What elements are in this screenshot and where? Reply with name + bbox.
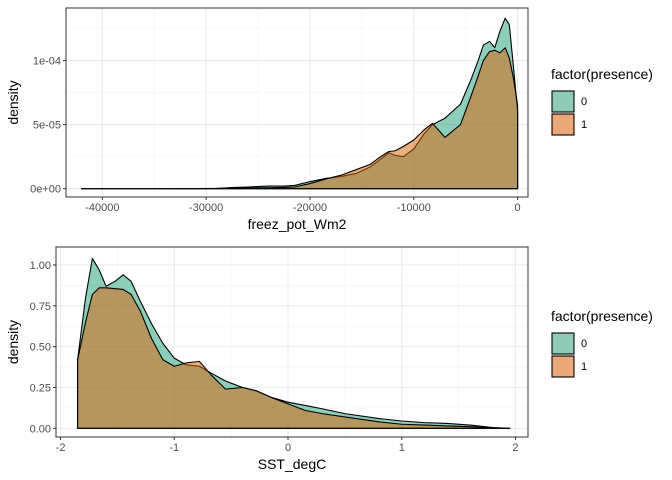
legend-title: factor(presence)	[551, 66, 653, 82]
y-tick-label: 0.00	[30, 423, 51, 435]
legend-label-0: 0	[581, 338, 587, 350]
x-tick-label: 0	[285, 442, 291, 454]
legend-label-0: 0	[581, 96, 587, 108]
x-tick-label: 0	[515, 202, 521, 214]
y-tick-label: 0.50	[30, 342, 51, 354]
legend-label-1: 1	[581, 361, 587, 373]
legend-label-1: 1	[581, 119, 587, 131]
panel-border	[55, 246, 529, 438]
legend-key-1	[551, 355, 575, 378]
x-tick-label: -2	[56, 442, 66, 454]
legend-title: factor(presence)	[551, 308, 653, 324]
x-tick-label: -1	[169, 442, 179, 454]
chart-panel-1: -40000 -30000 -20000 -10000 0 0e+00 5e-05 1e-04…	[5, 7, 653, 232]
legend: factor(presence) 0 1	[551, 308, 653, 378]
y-tick-label: 0.25	[30, 382, 51, 394]
x-tick-label: -10000	[397, 202, 431, 214]
x-tick-label: -20000	[293, 202, 327, 214]
x-axis-title: SST_degC	[258, 456, 326, 472]
y-axis-title: density	[5, 80, 21, 124]
legend-key-0	[551, 332, 575, 355]
y-axis-title: density	[5, 320, 21, 364]
y-tick-label: 1e-04	[33, 56, 61, 68]
x-tick-label: 2	[512, 442, 518, 454]
density-area-1	[77, 287, 511, 429]
x-tick-label: -30000	[189, 202, 223, 214]
x-tick-label: -40000	[85, 202, 119, 214]
legend: factor(presence) 0 1	[551, 66, 653, 136]
panel-border	[65, 7, 529, 198]
x-tick-label: 1	[399, 442, 405, 454]
y-tick-label: 5e-05	[33, 120, 61, 132]
legend-key-1	[551, 113, 575, 136]
y-tick-label: 0.75	[30, 301, 51, 313]
legend-key-0	[551, 90, 575, 113]
y-tick-label: 0e+00	[30, 184, 61, 196]
y-tick-label: 1.00	[30, 260, 51, 272]
density-area-1	[81, 47, 519, 190]
chart-panel-2: -2 -1 0 1 2 0.00 0.25 0.50 0.75 1.00 SST_degC densi…	[5, 246, 653, 472]
x-axis-title: freez_pot_Wm2	[248, 216, 347, 232]
